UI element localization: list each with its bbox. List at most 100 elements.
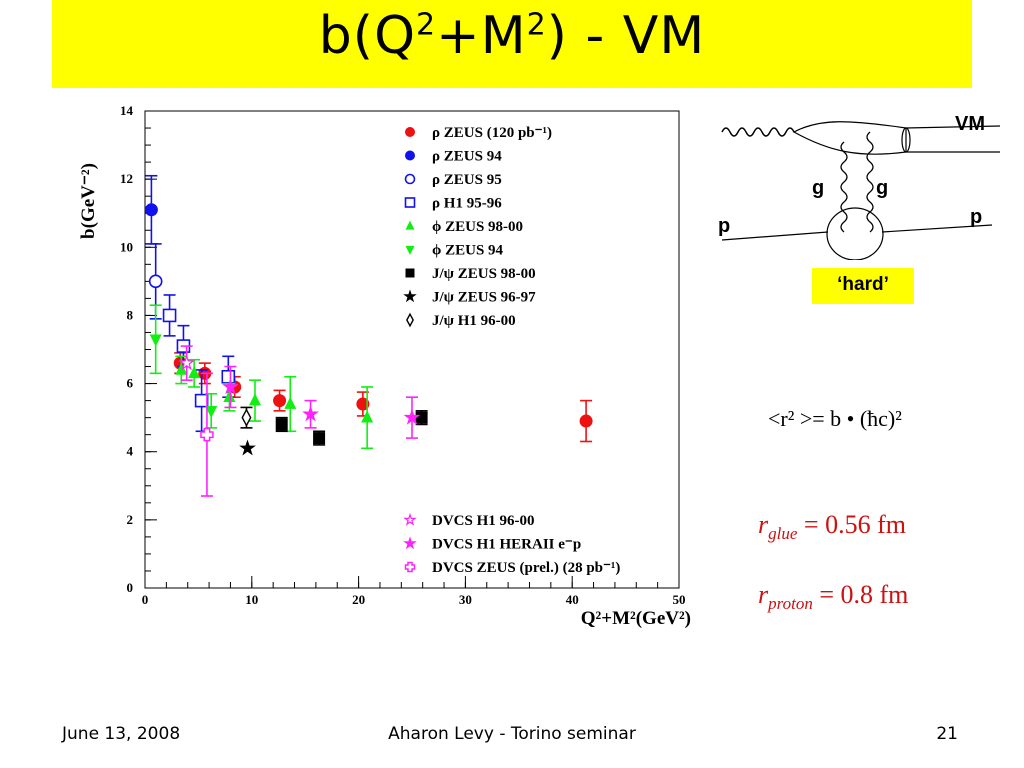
r-symbol: r	[758, 510, 769, 539]
title-part: ) - VM	[546, 6, 706, 66]
r-proton-formula: rproton = 0.8 fm	[758, 580, 908, 614]
r-glue-formula: rglue = 0.56 fm	[758, 510, 906, 544]
proton-label-right: p	[970, 206, 982, 228]
title-part: b(Q	[318, 6, 417, 66]
data-point	[188, 366, 201, 379]
data-point	[144, 203, 158, 217]
data-point	[403, 408, 421, 425]
footer-date: June 13, 2008	[62, 724, 181, 744]
legend-entry: J/ψ ZEUS 98-00	[432, 266, 536, 282]
legend-entry: ρ H1 95-96	[432, 196, 502, 212]
x-axis-label: Q²+M²(GeV²)	[581, 608, 691, 629]
legend-marker	[405, 127, 415, 137]
y-tick-label: 4	[127, 444, 134, 459]
legend-entry: ρ ZEUS (120 pb⁻¹)	[432, 125, 552, 141]
data-point	[273, 394, 287, 408]
scatter-chart: 0 10 20 30 40 50 0 2 4 6 8 10 12 14 Q²+M²(GeV²) b(GeV⁻²…	[78, 103, 691, 629]
r-subscript: proton	[768, 594, 813, 614]
r-value: = 0.56 fm	[797, 510, 906, 539]
legend-marker	[405, 245, 415, 255]
legend-marker	[406, 312, 414, 328]
legend-entry: DVCS ZEUS (prel.) (28 pb⁻¹)	[432, 560, 620, 576]
title-part: +M	[436, 6, 527, 66]
data-point	[361, 410, 374, 423]
r-subscript: glue	[768, 524, 798, 544]
data-point	[356, 397, 370, 411]
title-sup: 2	[526, 7, 547, 43]
footer-page-number: 21	[936, 724, 958, 744]
data-point	[200, 427, 214, 442]
y-tick-label: 10	[120, 239, 133, 254]
data-point	[162, 308, 177, 323]
slide-title: b(Q2+M2) - VM	[52, 6, 972, 66]
data-point	[205, 406, 218, 419]
legend-entry: ϕ ZEUS 94	[432, 243, 504, 259]
legend-entry: ρ ZEUS 94	[432, 149, 502, 165]
gluon-right	[866, 131, 874, 233]
y-tick-label: 6	[127, 376, 134, 391]
vm-label: VM	[955, 113, 985, 135]
x-tick-label: 30	[459, 592, 472, 607]
hard-label-box: ‘hard’	[812, 268, 914, 304]
legend-marker	[403, 536, 417, 550]
legend-marker	[405, 220, 415, 230]
legend-marker	[404, 561, 416, 573]
proton-line-in	[721, 231, 829, 241]
data-point	[313, 432, 326, 445]
data-point	[239, 439, 256, 456]
gluon-label-left: g	[812, 177, 824, 199]
legend-marker	[405, 268, 415, 278]
legend-entry: J/ψ H1 96-00	[432, 313, 516, 329]
vm-line-upper	[905, 125, 1001, 129]
proton-label-left: p	[718, 215, 730, 237]
legend-marker	[404, 197, 416, 208]
title-bar: b(Q2+M2) - VM	[52, 0, 972, 88]
title-sup: 2	[416, 7, 437, 43]
y-axis-label: b(GeV⁻²)	[78, 163, 99, 239]
x-tick-label: 50	[673, 592, 686, 607]
data-point	[579, 414, 593, 428]
data-point	[241, 408, 252, 427]
data-point	[149, 334, 162, 347]
footer-title: Aharon Levy - Torino seminar	[388, 724, 636, 744]
data-point	[221, 369, 236, 384]
data-point	[284, 396, 297, 409]
x-tick-label: 10	[245, 592, 258, 607]
legend-marker	[403, 512, 417, 526]
x-tick-label: 0	[142, 592, 149, 607]
hard-label: ‘hard’	[837, 274, 889, 295]
legend-entry: ρ ZEUS 95	[432, 172, 502, 188]
proton-line-out	[881, 224, 993, 233]
data-point	[148, 274, 163, 289]
radius-formula: <r² >= b • (ħc)²	[768, 406, 902, 431]
gluon-left	[840, 141, 848, 233]
y-tick-label: 12	[120, 171, 133, 186]
data-point	[302, 405, 319, 422]
data-point	[249, 393, 262, 406]
r-value: = 0.8 fm	[812, 580, 909, 609]
data-point	[178, 354, 195, 371]
data-point	[223, 390, 236, 402]
r-symbol: r	[758, 580, 769, 609]
proton-blob	[826, 207, 884, 260]
y-tick-label: 8	[127, 307, 134, 322]
legend-entry: J/ψ ZEUS 96-97	[432, 290, 536, 306]
vm-diagram: VM g g p p	[718, 113, 1001, 260]
data-point	[194, 393, 209, 408]
y-tick-label: 0	[127, 580, 134, 595]
data-point	[275, 418, 288, 431]
vm-cone	[792, 121, 907, 155]
legend-marker	[404, 173, 416, 185]
x-tick-label: 20	[352, 592, 365, 607]
legend-marker	[403, 289, 417, 303]
data-point	[175, 362, 188, 375]
legend-entry: ϕ ZEUS 98-00	[432, 219, 523, 235]
x-tick-label: 40	[566, 592, 579, 607]
y-tick-label: 14	[120, 103, 134, 118]
data-point	[415, 411, 428, 424]
gluon-label-right: g	[876, 177, 888, 199]
photon-wavy-line	[721, 127, 795, 137]
vm-end	[901, 127, 911, 153]
data-point	[222, 378, 239, 395]
legend-entry: DVCS H1 96-00	[432, 513, 535, 529]
